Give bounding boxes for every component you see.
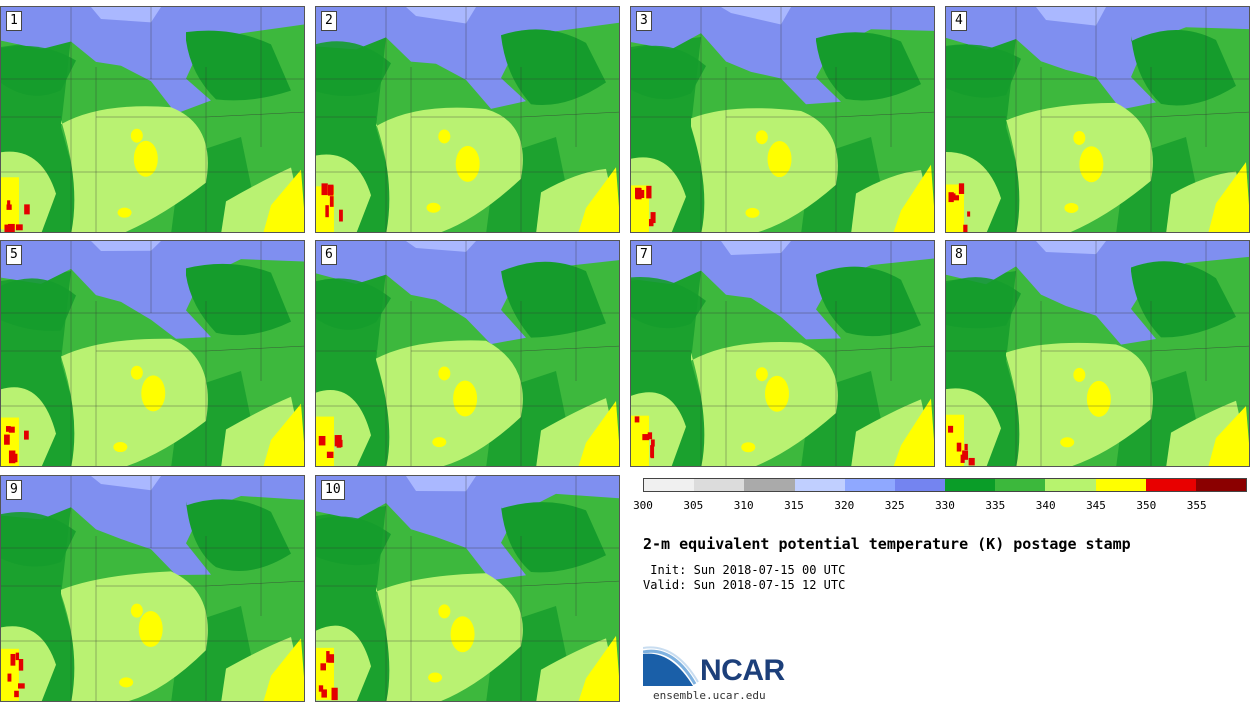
theta-e-map	[1, 476, 304, 701]
colorbar-swatch	[694, 479, 745, 491]
member-number-label: 3	[636, 11, 652, 31]
member-number-label: 2	[321, 11, 337, 31]
colorbar-tick-label: 300	[633, 499, 653, 512]
colorbar-tick-label: 320	[834, 499, 855, 512]
theta-e-map	[631, 7, 934, 232]
colorbar-tick-label: 340	[1035, 499, 1056, 512]
colorbar	[643, 478, 1247, 492]
init-time-row: Init: Sun 2018-07-15 00 UTC	[643, 563, 845, 577]
member-number-label: 7	[636, 245, 652, 265]
member-map-panel: 1	[0, 6, 305, 233]
colorbar-swatch	[1145, 479, 1196, 491]
ncar-logo-icon	[643, 646, 699, 686]
colorbar-swatch	[894, 479, 946, 491]
colorbar-tick-label: 310	[733, 499, 754, 512]
colorbar-tick-label: 350	[1136, 499, 1157, 512]
member-number-label: 9	[6, 480, 22, 500]
member-map-panel: 2	[315, 6, 620, 233]
colorbar-tick-label: 330	[935, 499, 955, 512]
theta-e-map	[946, 241, 1249, 466]
valid-time-row: Valid: Sun 2018-07-15 12 UTC	[643, 578, 845, 592]
member-map-panel: 4	[945, 6, 1250, 233]
member-number-label: 6	[321, 245, 337, 265]
colorbar-swatch	[744, 479, 795, 491]
colorbar-tick-label: 335	[985, 499, 1006, 512]
colorbar-ticks: 300 305 310 315 320 325 330 335 340 345 350 355	[633, 499, 1247, 513]
theta-e-map	[1, 7, 304, 232]
member-number-label: 8	[951, 245, 967, 265]
colorbar-tick-label: 355	[1186, 499, 1207, 512]
init-time: Sun 2018-07-15 00 UTC	[693, 563, 846, 577]
member-map-panel: 6	[315, 240, 620, 467]
colorbar-swatch	[1195, 479, 1247, 491]
member-map-panel: 9	[0, 475, 305, 702]
logo-url: ensemble.ucar.edu	[653, 689, 766, 702]
theta-e-map	[316, 7, 619, 232]
member-number-label: 1	[6, 11, 22, 31]
colorbar-tick-label: 305	[683, 499, 704, 512]
theta-e-map	[316, 476, 619, 701]
colorbar-swatch	[945, 479, 996, 491]
plot-title: 2-m equivalent potential temperature (K)…	[643, 535, 1131, 553]
member-map-panel: 8	[945, 240, 1250, 467]
colorbar-swatch	[995, 479, 1046, 491]
logo-wordmark: NCAR	[700, 654, 785, 687]
member-number-label: 10	[321, 480, 345, 500]
theta-e-map	[1, 241, 304, 466]
member-map-panel: 10	[315, 475, 620, 702]
valid-time: Sun 2018-07-15 12 UTC	[693, 578, 846, 592]
colorbar-swatch	[844, 479, 895, 491]
colorbar-tick-label: 315	[784, 499, 804, 512]
colorbar-swatch	[794, 479, 845, 491]
member-map-panel: 7	[630, 240, 935, 467]
member-map-panel: 5	[0, 240, 305, 467]
member-number-label: 5	[6, 245, 22, 265]
theta-e-map	[946, 7, 1249, 232]
member-map-panel: 3	[630, 6, 935, 233]
member-number-label: 4	[951, 11, 967, 31]
init-label: Init:	[643, 563, 687, 577]
colorbar-swatch	[1095, 479, 1146, 491]
colorbar-swatch	[644, 479, 695, 491]
valid-label: Valid:	[643, 578, 687, 592]
colorbar-swatch	[1045, 479, 1096, 491]
theta-e-map	[316, 241, 619, 466]
theta-e-map	[631, 241, 934, 466]
colorbar-tick-label: 325	[884, 499, 905, 512]
colorbar-tick-label: 345	[1086, 499, 1106, 512]
